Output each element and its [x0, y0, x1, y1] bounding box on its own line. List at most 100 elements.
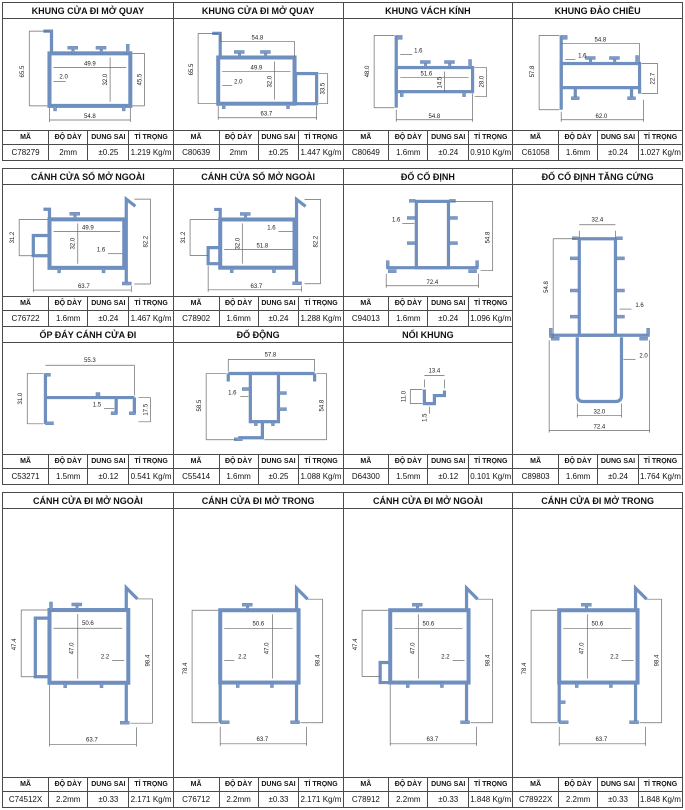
col-header-thickness: ĐỘ DÀY	[218, 130, 259, 146]
dim-label: 47.0	[410, 642, 416, 654]
profile-cross-section-diagram: 55.3 31.0 1.5 17.5	[18, 358, 151, 426]
profile-weight: 1.447 Kg/m	[298, 144, 343, 161]
dim-label: 65.5	[189, 63, 195, 75]
panel-khung-cua-di-mo-quay-1: KHUNG CỬA ĐI MỞ QUAY 65.5 49.9 32.0	[3, 3, 173, 161]
profile-tolerance: ±0.33	[87, 791, 130, 808]
col-header-thickness: ĐỘ DÀY	[557, 130, 599, 146]
profile-thickness: 1.6mm	[388, 310, 429, 327]
col-header-tolerance: DUNG SAI	[427, 296, 470, 312]
profile-thickness: 1.5mm	[48, 468, 89, 485]
dim-label: 82.2	[143, 235, 149, 247]
dim-label: 51.8	[256, 244, 268, 250]
profile-cross-section-diagram: 47.4 50.6 47.0 2.2 98.4 63.7	[353, 584, 493, 747]
col-header-code: MÃ	[3, 777, 50, 793]
profile-code: C78912	[343, 791, 390, 808]
spec-table: MÃ ĐỘ DÀY DUNG SAI TỈ TRỌNG C89803 1.6mm…	[513, 454, 682, 485]
profile-drawing: 13.4 11.0 1.5	[344, 343, 513, 454]
profile-weight: 1.027 Kg/m	[637, 144, 682, 161]
profile-tolerance: ±0.33	[597, 791, 639, 808]
dim-label: 47.0	[580, 642, 586, 654]
col-header-code: MÃ	[343, 454, 390, 470]
dim-label: 1.5	[422, 413, 428, 422]
dim-label: 2.2	[441, 655, 450, 661]
col-header-weight: TỈ TRỌNG	[298, 777, 343, 793]
profile-code: C78902	[173, 310, 220, 327]
col-header-thickness: ĐỘ DÀY	[218, 296, 259, 312]
panel-title: CÁNH CỬA SỔ MỞ NGOÀI	[173, 169, 343, 186]
dim-label: 63.7	[596, 737, 608, 743]
dim-label: 63.7	[250, 284, 262, 290]
panel-title: ĐỐ ĐỘNG	[173, 327, 343, 344]
profile-drawing: 47.4 50.6 47.0 2.2 98.4 63.7	[3, 509, 173, 777]
dim-label: 1.6	[392, 218, 401, 224]
dim-label: 17.5	[143, 403, 149, 415]
profile-code: C78922X	[513, 791, 560, 808]
profile-cross-section-diagram: 78.4 50.6 2.2 47.0 98.4 63.7	[183, 584, 323, 747]
profile-tolerance: ±0.25	[257, 468, 300, 485]
panel-khung-dao-chieu: KHUNG ĐẢO CHIỀU 54.8 57.8	[512, 3, 682, 161]
profile-cross-section-diagram: 48.0 1.6 51.6 14.5 28.0 54.8	[365, 35, 487, 122]
profile-drawing: 54.8 65.5 49.9 32.0 2.0 33.5 63.7	[174, 19, 343, 130]
profile-weight: 1.467 Kg/m	[128, 310, 173, 327]
dim-label: 82.2	[313, 235, 319, 247]
dim-label: 2.2	[101, 655, 110, 661]
spec-table: MÃ ĐỘ DÀY DUNG SAI TỈ TRỌNG C61058 1.6mm…	[513, 130, 682, 161]
dim-label: 54.8	[428, 114, 440, 120]
profile-code: C89803	[513, 468, 560, 485]
col-header-thickness: ĐỘ DÀY	[48, 777, 89, 793]
col-header-thickness: ĐỘ DÀY	[557, 454, 599, 470]
panel-title: KHUNG CỬA ĐI MỞ QUAY	[3, 3, 173, 19]
profile-tolerance: ±0.24	[257, 310, 300, 327]
profile-code: C80649	[343, 144, 390, 161]
spec-table: MÃ ĐỘ DÀY DUNG SAI TỈ TRỌNG C94013 1.6mm…	[343, 296, 513, 327]
profile-weight: 2.171 Kg/m	[128, 791, 173, 808]
dim-label: 72.4	[594, 425, 606, 431]
profile-tolerance: ±0.33	[427, 791, 470, 808]
col-header-code: MÃ	[343, 130, 390, 146]
dim-label: 50.6	[592, 622, 604, 628]
profile-thickness: 2mm	[218, 144, 259, 161]
profile-thickness: 1.6mm	[388, 144, 429, 161]
dim-label: 98.4	[146, 654, 152, 666]
dim-label: 14.5	[437, 76, 443, 88]
col-header-weight: TỈ TRỌNG	[468, 296, 513, 312]
col-header-thickness: ĐỘ DÀY	[388, 454, 429, 470]
profile-thickness: 1.6mm	[218, 310, 259, 327]
panel-canh-cua-di-mo-ngoai-2: CÁNH CỬA ĐI MỞ NGOÀI 47.4 50.6 47.0	[342, 493, 513, 808]
col-header-tolerance: DUNG SAI	[597, 777, 639, 793]
profile-code: C74512X	[3, 791, 50, 808]
dim-label: 48.0	[365, 65, 371, 77]
col-header-tolerance: DUNG SAI	[87, 454, 130, 470]
dim-label: 63.7	[86, 738, 98, 744]
col-header-thickness: ĐỘ DÀY	[218, 454, 259, 470]
dim-label: 57.8	[530, 65, 536, 77]
dim-label: 1.6	[636, 303, 645, 309]
dim-label: 50.6	[252, 622, 264, 628]
profile-weight: 2.171 Kg/m	[298, 791, 343, 808]
profile-tolerance: ±0.24	[597, 468, 639, 485]
col-header-weight: TỈ TRỌNG	[468, 777, 513, 793]
col-header-thickness: ĐỘ DÀY	[388, 777, 429, 793]
dim-label: 32.0	[267, 75, 273, 87]
col-header-tolerance: DUNG SAI	[597, 130, 639, 146]
dim-label: 54.8	[595, 37, 607, 43]
panel-title: CÁNH CỬA ĐI MỞ NGOÀI	[3, 493, 173, 510]
panel-do-co-dinh-tang-cung: ĐỐ CỐ ĐỊNH TĂNG CỨNG 32.4 54.8	[512, 169, 682, 485]
profile-drawing: 55.3 31.0 1.5 17.5	[3, 343, 173, 454]
dim-label: 2.0	[234, 80, 243, 86]
profile-thickness: 2.2mm	[557, 791, 599, 808]
spec-table: MÃ ĐỘ DÀY DUNG SAI TỈ TRỌNG C78902 1.6mm…	[173, 296, 343, 327]
spec-table: MÃ ĐỘ DÀY DUNG SAI TỈ TRỌNG C53271 1.5mm…	[3, 454, 173, 485]
spec-table: MÃ ĐỘ DÀY DUNG SAI TỈ TRỌNG C78922X 2.2m…	[513, 777, 682, 808]
panel-canh-cua-di-mo-ngoai-1: CÁNH CỬA ĐI MỞ NGOÀI 47.4 50.6 47	[3, 493, 173, 808]
profile-code: C78279	[3, 144, 50, 161]
dim-label: 31.2	[10, 231, 16, 243]
profile-cross-section-diagram: 78.4 50.6 47.0 2.2 98.4 63.7	[522, 584, 663, 747]
dim-label: 62.0	[596, 114, 608, 120]
col-header-tolerance: DUNG SAI	[427, 777, 470, 793]
col-header-code: MÃ	[3, 454, 50, 470]
profile-thickness: 1.6mm	[218, 468, 259, 485]
dim-label: 51.6	[420, 72, 432, 78]
panel-canh-cua-so-mo-ngoai-1: CÁNH CỬA SỔ MỞ NGOÀI 31.2 49.9 32.0	[3, 169, 173, 327]
profile-drawing: 31.2 49.9 32.0 1.6 82.2 63.7	[3, 185, 173, 296]
